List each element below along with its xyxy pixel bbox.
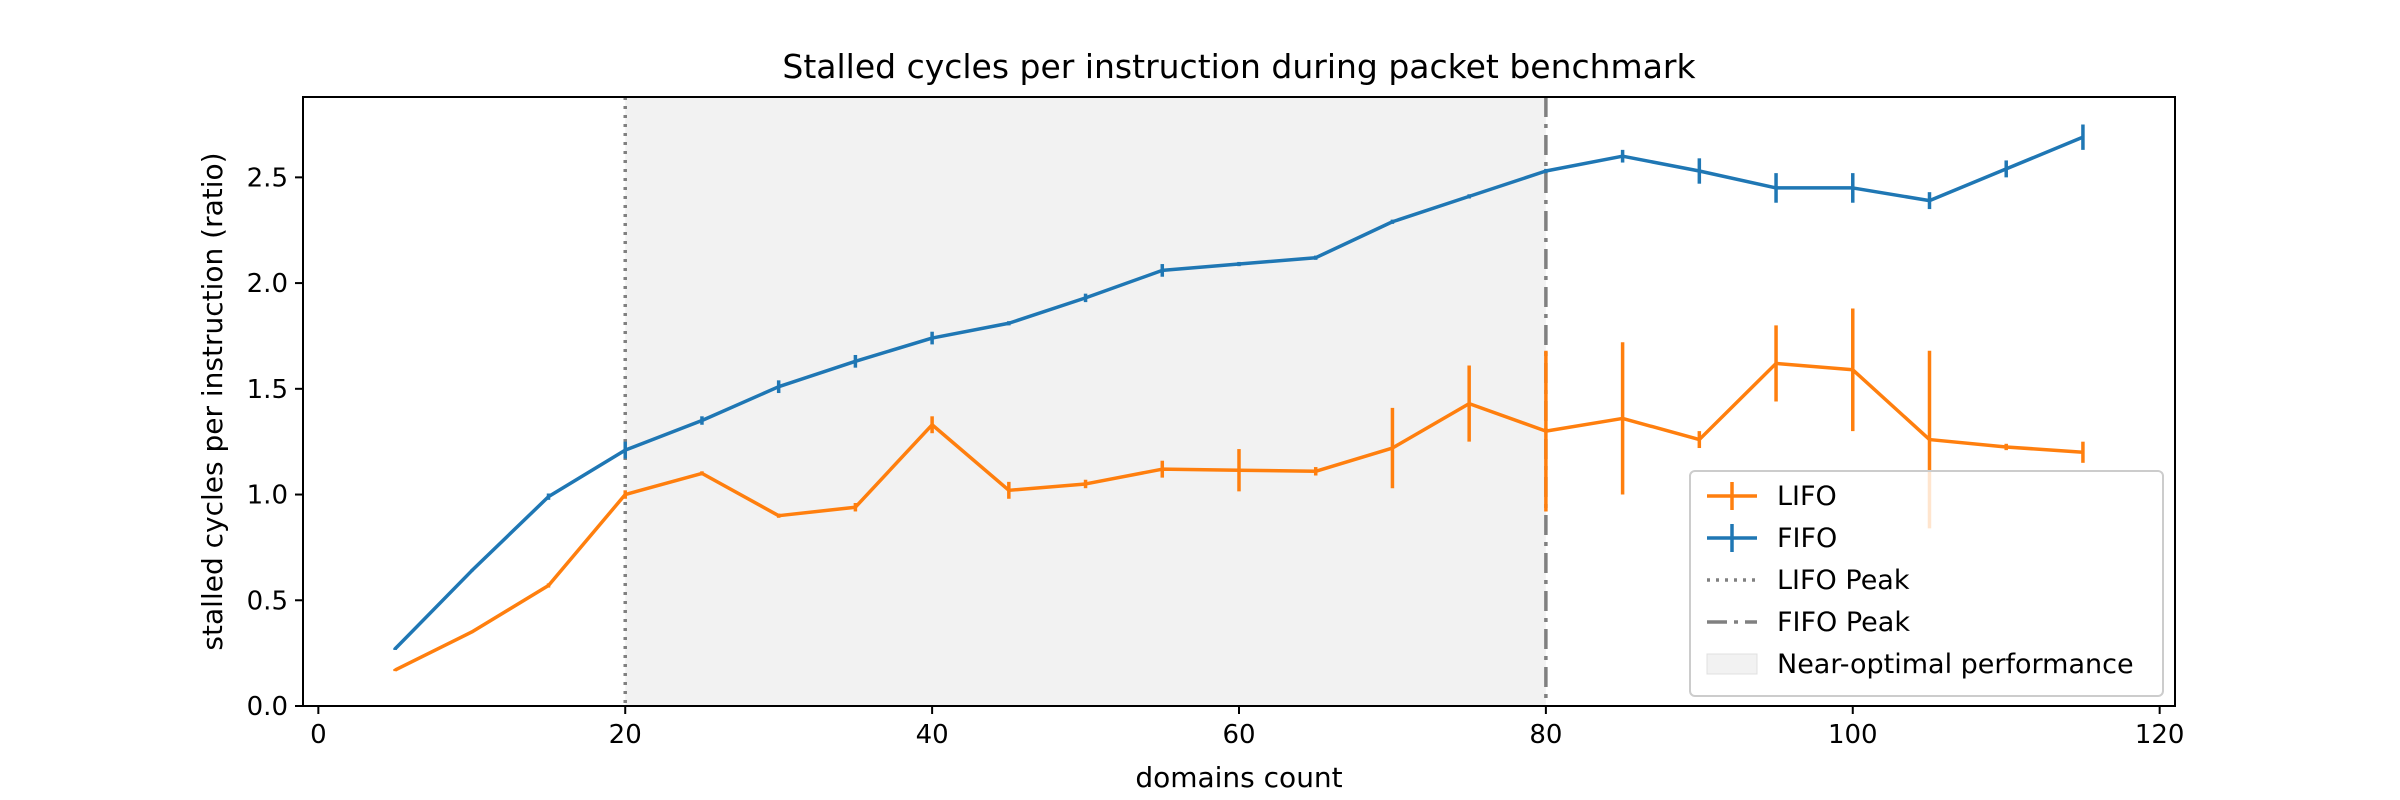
legend-box	[1689, 470, 2164, 697]
y-axis-title: stalled cycles per instruction (ratio)	[196, 152, 229, 650]
x-tick-label: 40	[916, 720, 949, 750]
x-tick-label: 20	[609, 720, 642, 750]
legend-lifo-peak-label: LIFO Peak	[1777, 565, 1910, 596]
x-axis-title: domains count	[1135, 761, 1342, 794]
x-tick-label: 80	[1529, 720, 1562, 750]
y-tick-label: 0.5	[247, 586, 288, 616]
x-tick-label: 60	[1222, 720, 1255, 750]
chart-title: Stalled cycles per instruction during pa…	[782, 47, 1696, 86]
legend-fifo-label: FIFO	[1777, 523, 1837, 554]
y-axis: 0.0 0.5 1.0 1.5 2.0 2.5	[247, 163, 303, 722]
y-tick-label: 2.0	[247, 269, 288, 299]
legend: LIFO FIFO LIFO Peak FIFO Peak Near-optim…	[1689, 470, 2164, 697]
legend-lifo-label: LIFO	[1777, 481, 1837, 512]
legend-near-optimal-label: Near-optimal performance	[1777, 649, 2134, 680]
series-layer	[393, 124, 2085, 672]
x-axis: 0 20 40 60 80 100 120	[310, 706, 2184, 750]
x-tick-label: 120	[2135, 720, 2185, 750]
y-tick-label: 1.0	[247, 481, 288, 511]
near-optimal-shaded-region	[625, 97, 1546, 706]
y-tick-label: 2.5	[247, 163, 288, 193]
x-tick-label: 0	[310, 720, 327, 750]
y-tick-label: 0.0	[247, 692, 288, 722]
x-tick-label: 100	[1828, 720, 1878, 750]
y-tick-label: 1.5	[247, 375, 288, 405]
legend-fifo-peak-label: FIFO Peak	[1777, 607, 1910, 638]
legend-near-optimal-swatch	[1706, 653, 1758, 675]
